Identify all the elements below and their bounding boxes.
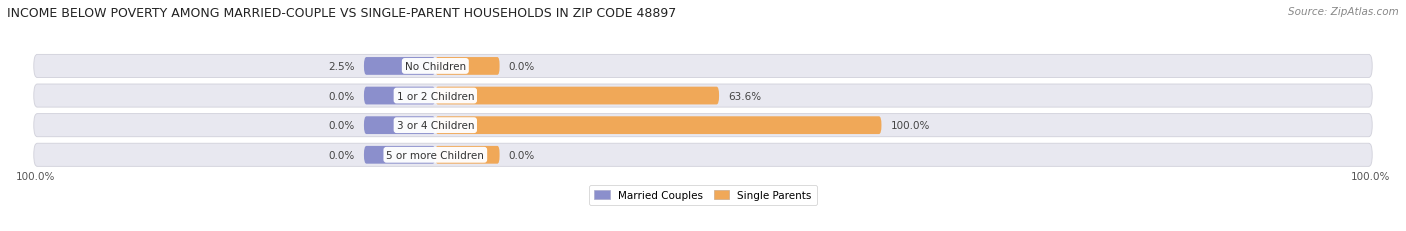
FancyBboxPatch shape [34, 55, 1372, 78]
FancyBboxPatch shape [34, 114, 1372, 137]
Text: 0.0%: 0.0% [329, 91, 354, 101]
Text: 5 or more Children: 5 or more Children [387, 150, 484, 160]
Text: 0.0%: 0.0% [329, 121, 354, 131]
FancyBboxPatch shape [436, 87, 718, 105]
Text: 2.5%: 2.5% [329, 62, 354, 72]
FancyBboxPatch shape [364, 146, 436, 164]
FancyBboxPatch shape [436, 146, 499, 164]
Legend: Married Couples, Single Parents: Married Couples, Single Parents [589, 185, 817, 206]
FancyBboxPatch shape [364, 87, 436, 105]
Text: 100.0%: 100.0% [1351, 171, 1391, 181]
Text: 100.0%: 100.0% [15, 171, 55, 181]
FancyBboxPatch shape [34, 85, 1372, 108]
FancyBboxPatch shape [436, 117, 882, 134]
FancyBboxPatch shape [34, 144, 1372, 167]
Text: 63.6%: 63.6% [728, 91, 761, 101]
Text: 0.0%: 0.0% [509, 62, 534, 72]
Text: 0.0%: 0.0% [329, 150, 354, 160]
FancyBboxPatch shape [364, 117, 436, 134]
Text: Source: ZipAtlas.com: Source: ZipAtlas.com [1288, 7, 1399, 17]
Text: 0.0%: 0.0% [509, 150, 534, 160]
FancyBboxPatch shape [364, 58, 436, 76]
FancyBboxPatch shape [436, 58, 499, 76]
Text: INCOME BELOW POVERTY AMONG MARRIED-COUPLE VS SINGLE-PARENT HOUSEHOLDS IN ZIP COD: INCOME BELOW POVERTY AMONG MARRIED-COUPL… [7, 7, 676, 20]
Text: No Children: No Children [405, 62, 465, 72]
Text: 3 or 4 Children: 3 or 4 Children [396, 121, 474, 131]
Text: 1 or 2 Children: 1 or 2 Children [396, 91, 474, 101]
Text: 100.0%: 100.0% [890, 121, 929, 131]
